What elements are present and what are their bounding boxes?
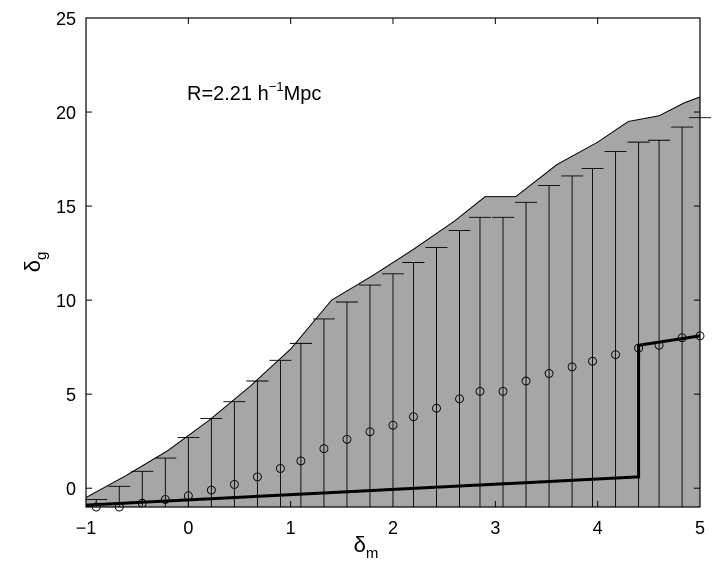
y-axis-label-subscript: g	[33, 252, 50, 260]
error-bars-layer	[85, 117, 711, 507]
data-point	[588, 356, 597, 366]
x-tick-label: 2	[388, 518, 398, 538]
data-point	[275, 463, 285, 473]
data-point	[432, 403, 441, 413]
x-axis-label-symbol: δ	[354, 532, 366, 557]
data-point	[475, 386, 485, 396]
x-tick-label: 4	[593, 518, 603, 538]
x-ticks: −1 0 1 2 3 4 5	[76, 18, 705, 538]
annotation-prefix: R=2.21 h	[187, 83, 269, 105]
x-tick-label: 3	[490, 518, 500, 538]
data-point	[229, 479, 239, 489]
line-layer	[85, 334, 701, 507]
y-tick-label: 20	[56, 103, 76, 123]
annotation-suffix: Mpc	[284, 83, 322, 105]
data-point	[388, 420, 398, 430]
x-tick-label: 1	[286, 518, 296, 538]
data-point	[365, 427, 375, 437]
data-point	[206, 485, 216, 495]
data-point	[296, 456, 306, 466]
data-point	[342, 434, 352, 444]
x-tick-label: 5	[695, 518, 705, 538]
data-point	[455, 394, 464, 404]
data-point	[611, 350, 621, 360]
data-point	[544, 369, 554, 378]
y-ticks: 0 5 10 15 20 25	[56, 9, 700, 499]
series-line	[85, 334, 701, 507]
x-axis-label-subscript: m	[366, 545, 379, 562]
y-tick-label: 5	[66, 385, 76, 405]
x-tick-label: 0	[183, 518, 193, 538]
x-axis-label: δm	[354, 532, 379, 562]
y-tick-label: 10	[56, 291, 76, 311]
y-tick-label: 15	[56, 197, 76, 217]
data-point	[252, 472, 262, 482]
data-point	[498, 386, 508, 396]
data-point	[409, 412, 418, 422]
y-tick-label: 0	[66, 479, 76, 499]
annotation-superscript: −1	[269, 79, 284, 94]
y-tick-label: 25	[56, 9, 76, 29]
y-axis-label-symbol: δ	[20, 260, 45, 272]
annotation: R=2.21 h−1Mpc	[187, 79, 321, 105]
x-tick-label: −1	[76, 518, 97, 538]
y-axis-label: δg	[20, 252, 50, 273]
data-point	[319, 444, 329, 454]
data-point	[521, 376, 531, 386]
data-point	[567, 362, 577, 372]
